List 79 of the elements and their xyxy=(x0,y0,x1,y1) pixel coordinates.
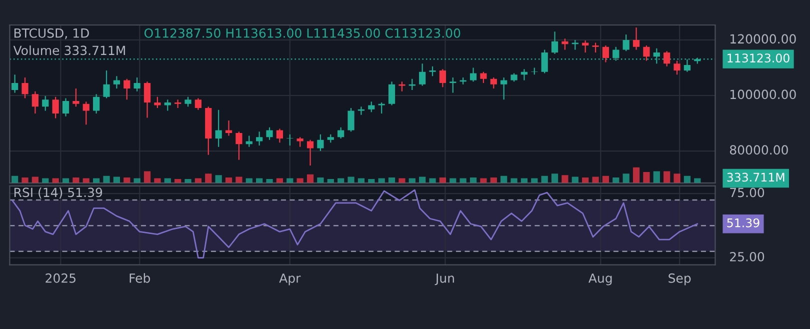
candlestick xyxy=(113,76,120,90)
candlestick xyxy=(22,76,28,99)
bar xyxy=(103,176,110,183)
bar xyxy=(225,177,232,183)
bar xyxy=(541,176,548,183)
candlestick xyxy=(184,96,192,108)
bar xyxy=(429,178,436,183)
candlestick xyxy=(531,67,538,76)
bar xyxy=(439,177,446,183)
bar xyxy=(184,179,192,183)
bar xyxy=(388,177,396,183)
line-series xyxy=(12,189,698,258)
candlestick xyxy=(429,66,436,77)
chart-title: BTCUSD, 1D xyxy=(14,28,89,40)
bar xyxy=(12,176,18,183)
bar xyxy=(602,176,610,183)
bar xyxy=(592,176,599,183)
bar xyxy=(612,177,620,183)
candlestick xyxy=(236,131,242,160)
candlestick xyxy=(266,126,273,140)
chart-title: Volume 333.711M xyxy=(13,45,125,56)
ref-line-label: 113123.00 xyxy=(728,54,790,63)
y-tick-label: 75.00 xyxy=(730,188,764,198)
bar xyxy=(236,176,242,183)
text: 51.39 xyxy=(727,218,760,228)
bar xyxy=(664,171,670,183)
x-tick-label: Sep xyxy=(668,273,691,286)
bar xyxy=(205,174,212,183)
bar xyxy=(470,177,477,183)
bar xyxy=(32,176,38,183)
x-tick-label: Apr xyxy=(279,274,301,286)
bar xyxy=(480,178,487,183)
bar xyxy=(154,178,161,183)
bar xyxy=(632,167,640,183)
bar xyxy=(674,174,680,183)
bar xyxy=(562,175,568,183)
bar xyxy=(510,178,518,183)
bar xyxy=(398,178,406,183)
chart-title: RSI (14) 51.39 xyxy=(14,187,102,199)
y-tick-label: 80000.00 xyxy=(730,145,788,155)
y-tick-label: 120000.00 xyxy=(730,34,796,44)
candlestick xyxy=(72,88,80,108)
bar xyxy=(113,176,120,183)
candlestick xyxy=(398,81,406,92)
bar xyxy=(348,176,354,183)
candlestick xyxy=(103,70,110,99)
bar xyxy=(72,177,80,183)
candlestick xyxy=(368,101,375,113)
bar xyxy=(419,176,426,183)
bar xyxy=(317,177,324,183)
y-tick-label: 25.00 xyxy=(730,252,764,262)
bar xyxy=(22,177,28,183)
x-tick-label: Feb xyxy=(130,273,150,283)
x-tick-label: 2025 xyxy=(46,273,76,283)
bar xyxy=(124,177,130,183)
candlestick xyxy=(480,71,487,84)
candlestick xyxy=(286,134,294,146)
bar xyxy=(622,174,630,183)
text: 333.711M xyxy=(727,172,784,182)
bar xyxy=(653,171,660,183)
bar xyxy=(551,174,558,183)
x-tick-label: Aug xyxy=(588,274,612,286)
bar xyxy=(643,172,650,183)
candlestick xyxy=(674,60,680,76)
candlestick xyxy=(256,131,263,146)
y-tick-label: 100000.00 xyxy=(730,90,796,100)
bar xyxy=(306,174,314,183)
bar xyxy=(572,176,578,183)
chart-subtitle: O112387.50 H113613.00 L111435.00 C113123.00 xyxy=(144,28,460,38)
bar xyxy=(144,171,151,183)
bar xyxy=(684,176,691,183)
bar xyxy=(266,179,273,183)
bar xyxy=(500,176,508,183)
candlestick xyxy=(592,42,599,54)
x-tick-label: Jun xyxy=(434,274,454,286)
candlestick xyxy=(500,76,508,100)
bar xyxy=(490,177,497,183)
bar xyxy=(215,175,222,183)
bar xyxy=(582,177,589,183)
